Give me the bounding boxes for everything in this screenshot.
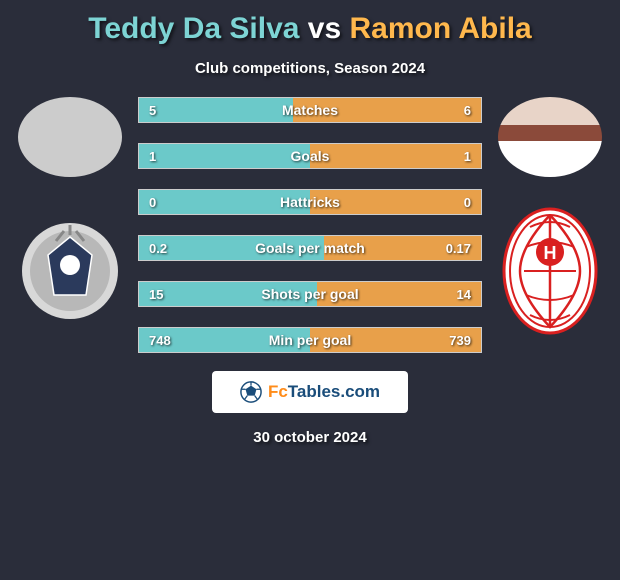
stat-value-left: 15 — [149, 287, 163, 302]
stat-value-left: 5 — [149, 103, 156, 118]
right-column: H — [482, 97, 612, 353]
stat-value-left: 0.2 — [149, 241, 167, 256]
footer-brand: FcTables.com — [212, 371, 408, 413]
player2-bar-fill — [310, 144, 481, 168]
brand-tables: Tables.com — [288, 382, 380, 401]
subtitle: Club competitions, Season 2024 — [195, 60, 425, 77]
football-icon — [240, 381, 262, 403]
stat-value-right: 6 — [464, 103, 471, 118]
player1-bar-fill — [139, 144, 310, 168]
stat-row: 0 0 Hattricks — [138, 189, 482, 215]
comparison-card: Teddy Da Silva vs Ramon Abila Club compe… — [0, 0, 620, 580]
player1-name: Teddy Da Silva — [88, 12, 299, 45]
stat-value-right: 1 — [464, 149, 471, 164]
stat-value-right: 739 — [449, 333, 471, 348]
stat-row: 15 14 Shots per goal — [138, 281, 482, 307]
main-row: 5 6 Matches 1 1 Goals 0 0 Hattricks 0.2 0.17 Goals … — [8, 97, 612, 353]
player1-club-badge — [20, 207, 120, 335]
stat-row: 0.2 0.17 Goals per match — [138, 235, 482, 261]
brand-text: FcTables.com — [268, 382, 380, 402]
stat-label: Goals per match — [255, 240, 365, 256]
date-text: 30 october 2024 — [253, 429, 366, 446]
player2-avatar — [498, 97, 602, 177]
left-column — [8, 97, 138, 353]
player2-club-badge: H — [500, 207, 600, 335]
stat-label: Goals — [291, 148, 330, 164]
svg-text:H: H — [544, 243, 557, 263]
player1-bar-fill — [139, 98, 293, 122]
stat-value-right: 14 — [457, 287, 471, 302]
stat-value-right: 0 — [464, 195, 471, 210]
stat-row: 748 739 Min per goal — [138, 327, 482, 353]
stat-label: Min per goal — [269, 332, 351, 348]
stat-bars: 5 6 Matches 1 1 Goals 0 0 Hattricks 0.2 0.17 Goals … — [138, 97, 482, 353]
vs-text: vs — [308, 12, 341, 45]
player1-avatar — [18, 97, 122, 177]
stat-label: Shots per goal — [261, 286, 358, 302]
stat-row: 1 1 Goals — [138, 143, 482, 169]
page-title: Teddy Da Silva vs Ramon Abila — [88, 12, 532, 46]
brand-fc: Fc — [268, 382, 288, 401]
stat-value-left: 0 — [149, 195, 156, 210]
player2-name: Ramon Abila — [350, 12, 532, 45]
stat-label: Hattricks — [280, 194, 340, 210]
stat-label: Matches — [282, 102, 338, 118]
stat-row: 5 6 Matches — [138, 97, 482, 123]
stat-value-right: 0.17 — [446, 241, 471, 256]
stat-value-left: 1 — [149, 149, 156, 164]
stat-value-left: 748 — [149, 333, 171, 348]
